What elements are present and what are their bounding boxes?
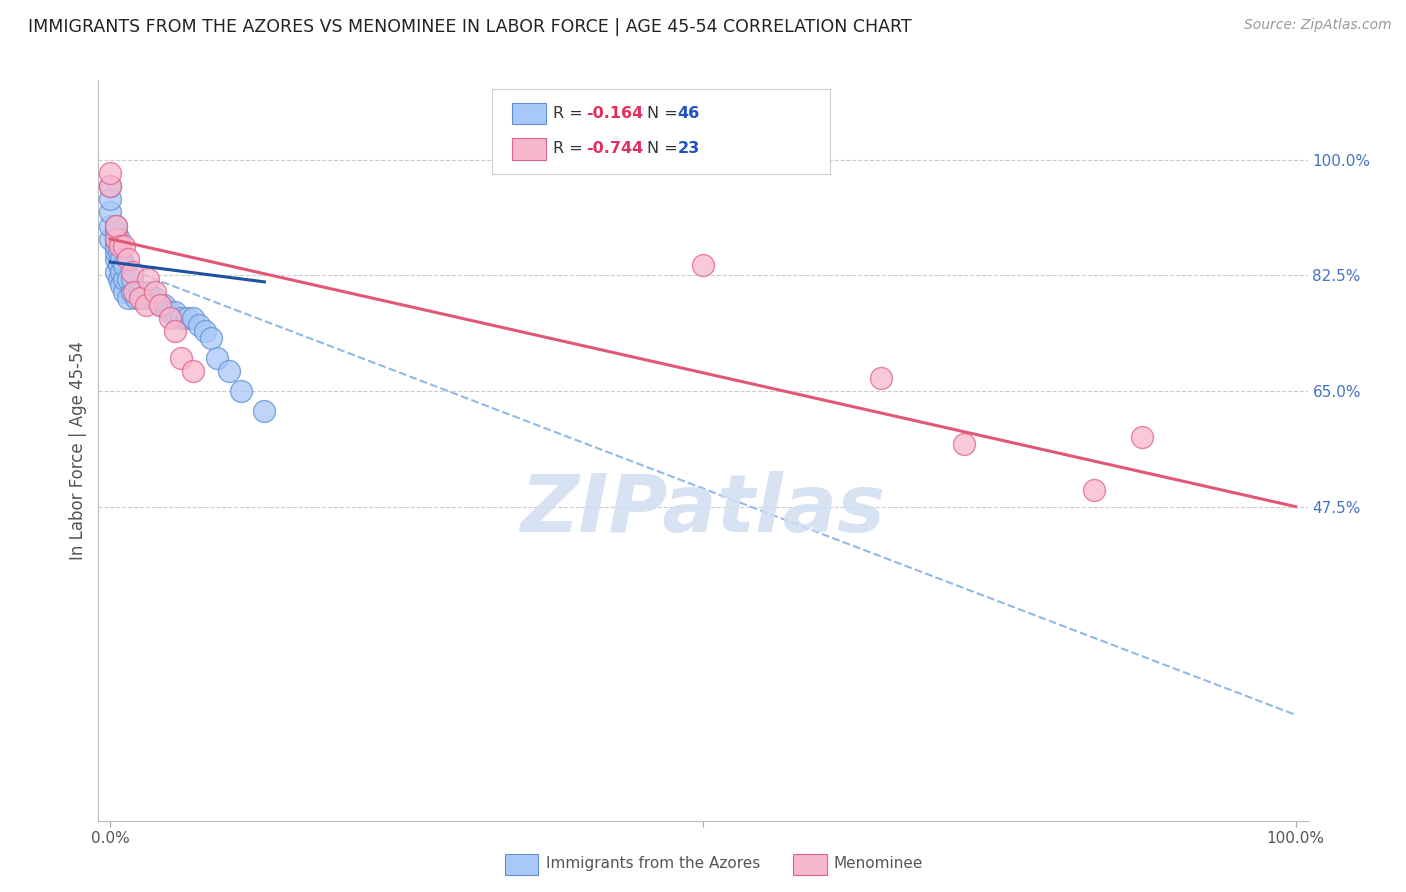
Text: IMMIGRANTS FROM THE AZORES VS MENOMINEE IN LABOR FORCE | AGE 45-54 CORRELATION C: IMMIGRANTS FROM THE AZORES VS MENOMINEE …	[28, 18, 911, 36]
Point	[692, 259, 714, 273]
Text: Immigrants from the Azores: Immigrants from the Azores	[546, 856, 759, 871]
Point	[98, 192, 121, 206]
Point	[136, 285, 159, 299]
Point	[98, 205, 121, 219]
Point	[107, 245, 129, 260]
Point	[205, 351, 228, 365]
Point	[1083, 483, 1105, 497]
Point	[121, 265, 143, 279]
Point	[98, 179, 121, 194]
Point	[114, 285, 136, 299]
Point	[107, 259, 129, 273]
Point	[125, 292, 148, 306]
Point	[200, 331, 222, 345]
Point	[149, 298, 172, 312]
Point	[143, 292, 166, 306]
Point	[135, 298, 157, 312]
Text: ZIPatlas: ZIPatlas	[520, 471, 886, 549]
Point	[170, 351, 193, 365]
Point	[110, 265, 132, 279]
Point	[165, 304, 187, 318]
Point	[869, 370, 891, 384]
Point	[107, 271, 129, 285]
Text: -0.744: -0.744	[586, 142, 644, 156]
Point	[105, 265, 128, 279]
Point	[98, 232, 121, 246]
Point	[229, 384, 252, 398]
Point	[98, 219, 121, 233]
Point	[159, 304, 181, 318]
Point	[122, 285, 145, 299]
Point	[114, 271, 136, 285]
Point	[1130, 430, 1153, 444]
Point	[105, 219, 128, 233]
Point	[105, 219, 128, 233]
Text: R =: R =	[553, 142, 588, 156]
Point	[114, 259, 136, 273]
Point	[136, 271, 159, 285]
Y-axis label: In Labor Force | Age 45-54: In Labor Force | Age 45-54	[69, 341, 87, 560]
Point	[105, 252, 128, 266]
Point	[152, 298, 174, 312]
Text: Menominee: Menominee	[834, 856, 924, 871]
Text: 23: 23	[678, 142, 700, 156]
Point	[105, 225, 128, 239]
Point	[98, 166, 121, 180]
Text: -0.164: -0.164	[586, 106, 644, 120]
Point	[129, 292, 152, 306]
Point	[181, 311, 204, 326]
Point	[165, 325, 187, 339]
Point	[181, 364, 204, 378]
Point	[218, 364, 240, 378]
Point	[105, 238, 128, 252]
Point	[952, 437, 974, 451]
Point	[170, 311, 193, 326]
Point	[253, 404, 276, 418]
Point	[105, 232, 128, 246]
Text: N =: N =	[647, 142, 683, 156]
Point	[121, 271, 143, 285]
Point	[107, 232, 129, 246]
Point	[188, 318, 211, 332]
Point	[110, 278, 132, 293]
Point	[117, 252, 139, 266]
Point	[105, 245, 128, 260]
Point	[143, 285, 166, 299]
Point	[117, 271, 139, 285]
Point	[98, 179, 121, 194]
Text: 46: 46	[678, 106, 700, 120]
Point	[110, 252, 132, 266]
Point	[194, 325, 217, 339]
Point	[159, 311, 181, 326]
Point	[105, 232, 128, 246]
Point	[114, 238, 136, 252]
Text: R =: R =	[553, 106, 588, 120]
Point	[108, 238, 131, 252]
Point	[117, 292, 139, 306]
Text: N =: N =	[647, 106, 683, 120]
Point	[176, 311, 198, 326]
Point	[121, 285, 143, 299]
Point	[129, 285, 152, 299]
Point	[141, 292, 163, 306]
Text: Source: ZipAtlas.com: Source: ZipAtlas.com	[1244, 18, 1392, 32]
Point	[149, 298, 172, 312]
Point	[132, 292, 155, 306]
